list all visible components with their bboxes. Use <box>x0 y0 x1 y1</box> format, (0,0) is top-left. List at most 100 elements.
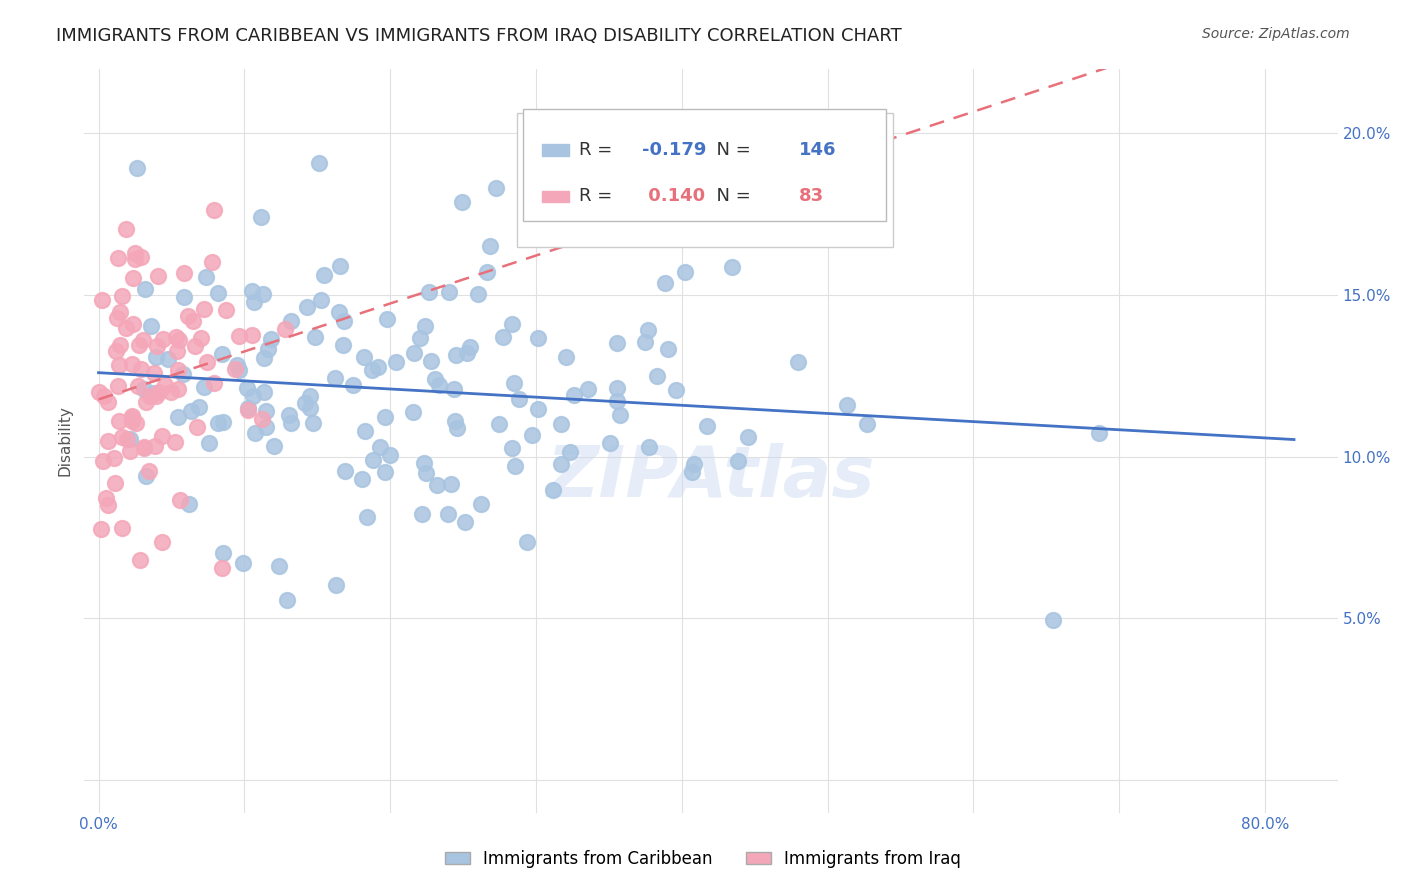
Point <box>560 444 582 458</box>
Point <box>554 350 576 364</box>
Point <box>385 355 408 369</box>
Point <box>633 335 655 350</box>
Point <box>167 410 190 425</box>
Point <box>402 346 425 360</box>
Point <box>166 344 188 359</box>
Text: 146: 146 <box>799 141 837 159</box>
Point <box>415 466 437 480</box>
Point <box>115 321 138 335</box>
Point <box>606 393 628 408</box>
Point <box>418 285 440 300</box>
Point <box>665 384 688 398</box>
Point <box>470 497 492 511</box>
Point <box>657 342 679 356</box>
Point <box>488 417 510 431</box>
Point <box>108 359 131 373</box>
Point <box>645 368 668 383</box>
Point <box>328 305 350 319</box>
Point <box>450 195 472 210</box>
Point <box>108 305 131 319</box>
Point <box>212 415 235 429</box>
Point <box>202 203 225 218</box>
Point <box>226 358 249 372</box>
Point <box>97 498 120 512</box>
Point <box>121 414 143 428</box>
Point <box>135 469 157 483</box>
Point <box>637 323 659 337</box>
Point <box>276 593 298 607</box>
Point <box>309 293 332 307</box>
Point <box>111 430 134 444</box>
Point <box>128 338 150 352</box>
Point <box>361 452 384 467</box>
Point <box>280 416 302 430</box>
Point <box>184 339 207 353</box>
Point <box>232 556 254 570</box>
Point <box>681 465 703 479</box>
Point <box>254 404 277 418</box>
Point <box>550 417 572 432</box>
Point <box>148 384 170 399</box>
Point <box>254 420 277 434</box>
Point <box>132 382 155 396</box>
Point <box>1042 613 1064 627</box>
Point <box>238 401 260 415</box>
Point <box>673 264 696 278</box>
Point <box>312 268 335 282</box>
Point <box>721 260 744 274</box>
Point <box>727 454 749 468</box>
Point <box>142 366 165 380</box>
Point <box>274 322 297 336</box>
Point <box>543 483 565 497</box>
Point <box>409 331 432 345</box>
Point <box>526 331 548 345</box>
Point <box>145 389 167 403</box>
Point <box>446 421 468 435</box>
Point <box>138 464 160 478</box>
Point <box>243 295 266 310</box>
Point <box>413 319 436 334</box>
Point <box>129 361 152 376</box>
Point <box>120 443 142 458</box>
Point <box>278 408 301 422</box>
Point <box>501 441 523 455</box>
Point <box>263 439 285 453</box>
Point <box>374 410 396 425</box>
FancyBboxPatch shape <box>541 144 569 155</box>
Point <box>202 376 225 390</box>
Point <box>377 312 399 326</box>
Point <box>856 417 879 431</box>
Point <box>550 457 572 471</box>
Text: R =: R = <box>579 187 619 205</box>
Point <box>367 360 389 375</box>
Point <box>143 386 166 401</box>
Point <box>242 388 264 402</box>
Point <box>786 355 808 369</box>
Point <box>111 288 134 302</box>
Text: N =: N = <box>704 141 756 159</box>
Point <box>576 382 599 396</box>
Point <box>329 259 352 273</box>
Point <box>211 546 233 560</box>
Point <box>240 327 263 342</box>
Text: R =: R = <box>579 141 619 159</box>
Point <box>333 313 356 327</box>
Point <box>437 508 460 522</box>
Point <box>243 426 266 441</box>
Point <box>516 534 538 549</box>
Text: ZIPAtlas: ZIPAtlas <box>547 443 875 512</box>
Point <box>91 293 114 307</box>
Point <box>606 381 628 395</box>
Point <box>172 368 194 382</box>
Point <box>420 354 443 368</box>
Point <box>118 433 141 447</box>
Point <box>353 350 375 364</box>
Point <box>354 424 377 438</box>
Point <box>169 333 191 347</box>
Point <box>132 333 155 347</box>
Point <box>129 553 152 567</box>
Point <box>238 403 260 417</box>
Point <box>356 509 378 524</box>
Point <box>132 441 155 455</box>
Point <box>110 338 132 352</box>
